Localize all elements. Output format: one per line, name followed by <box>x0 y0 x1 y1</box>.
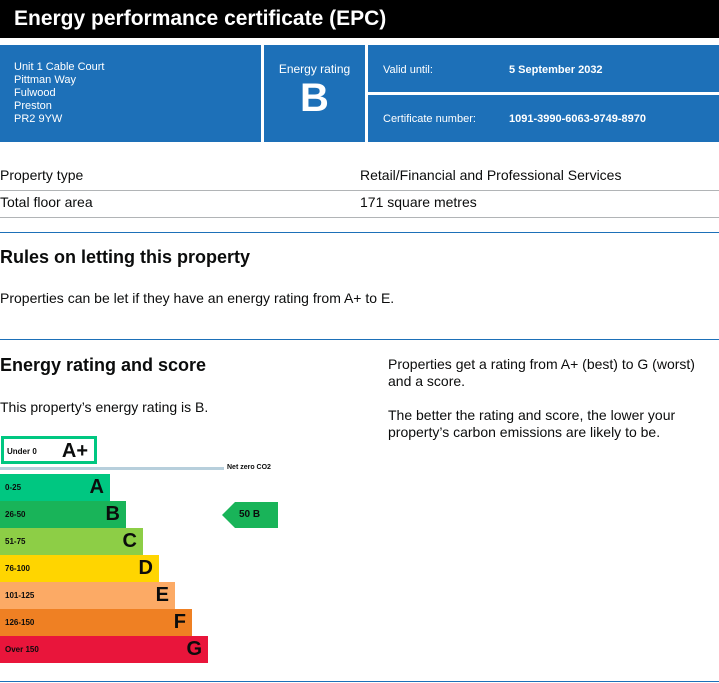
band-letter: E <box>155 584 169 606</box>
band-f: 126-150 F <box>0 609 192 636</box>
band-letter: C <box>122 530 137 552</box>
band-range-label: Under 0 <box>7 447 37 456</box>
band-b: 26-50 B <box>0 501 126 528</box>
section-divider <box>0 681 719 682</box>
address-line: Fulwood <box>14 87 56 99</box>
property-type-value: Retail/Financial and Professional Servic… <box>360 167 622 183</box>
divider <box>365 45 368 142</box>
certificate-summary: Unit 1 Cable Court Pittman Way Fulwood P… <box>0 45 719 142</box>
current-rating-label: 50 B <box>239 509 261 520</box>
property-type-label: Property type <box>0 167 84 183</box>
rating-explanation: Properties get a rating from A+ (best) t… <box>388 356 695 389</box>
section-divider <box>0 232 719 233</box>
address-line: PR2 9YW <box>14 113 63 125</box>
energy-heading: Energy rating and score <box>0 355 207 375</box>
address-line: Preston <box>14 100 52 112</box>
certificate-number-value: 1091-3990-6063-9749-8970 <box>509 113 647 125</box>
band-range-label: 126-150 <box>5 618 35 627</box>
band-range-label: 0-25 <box>5 483 22 492</box>
band-letter: A+ <box>61 440 88 462</box>
band-a: 0-25 A <box>0 474 110 501</box>
floor-area-value: 171 square metres <box>360 194 477 210</box>
property-address: Unit 1 Cable Court Pittman Way Fulwood P… <box>0 45 261 142</box>
letting-text: Properties can be let if they have an en… <box>0 290 395 306</box>
net-zero-label: Net zero CO2 <box>227 464 271 471</box>
section-divider <box>0 339 719 340</box>
band-range-label: 51-75 <box>5 537 26 546</box>
band-range-label: 76-100 <box>5 564 30 573</box>
energy-rating-box: Energy rating B <box>264 45 365 142</box>
valid-until-value: 5 September 2032 <box>509 64 603 76</box>
letting-heading: Rules on letting this property <box>0 247 251 267</box>
address-line: Unit 1 Cable Court <box>14 61 105 73</box>
band-letter: F <box>173 611 186 633</box>
property-type-row: Property type Retail/Financial and Profe… <box>0 164 719 191</box>
band-d: 76-100 D <box>0 555 159 582</box>
band-letter: B <box>105 503 120 525</box>
valid-until-label: Valid until: <box>383 64 433 76</box>
band-letter: D <box>138 557 153 579</box>
divider <box>261 45 264 142</box>
page-title: Energy performance certificate (EPC) <box>0 0 719 38</box>
divider <box>368 92 719 95</box>
band-e: 101-125 E <box>0 582 175 609</box>
band-range-label: 101-125 <box>5 591 35 600</box>
band-g: Over 150 G <box>0 636 208 663</box>
carbon-explanation: The better the rating and score, the low… <box>388 407 676 440</box>
certificate-number-label: Certificate number: <box>383 113 476 125</box>
floor-area-label: Total floor area <box>0 194 93 210</box>
energy-rating-letter: B <box>300 76 329 120</box>
band-c: 51-75 C <box>0 528 143 555</box>
band-a-plus: Under 0 A+ <box>1 436 97 464</box>
energy-rating-text: This property’s energy rating is B. <box>0 399 209 415</box>
address-line: Pittman Way <box>14 74 76 86</box>
net-zero-line <box>0 467 224 470</box>
band-letter: G <box>186 638 202 660</box>
current-rating-arrow: 50 B <box>222 502 278 528</box>
current-rating-arrow-shape <box>222 502 278 528</box>
energy-rating-label: Energy rating <box>278 62 351 76</box>
band-range-label: Over 150 <box>5 645 39 654</box>
floor-area-row: Total floor area 171 square metres <box>0 191 719 218</box>
band-range-label: 26-50 <box>5 510 26 519</box>
band-letter: A <box>89 476 104 498</box>
